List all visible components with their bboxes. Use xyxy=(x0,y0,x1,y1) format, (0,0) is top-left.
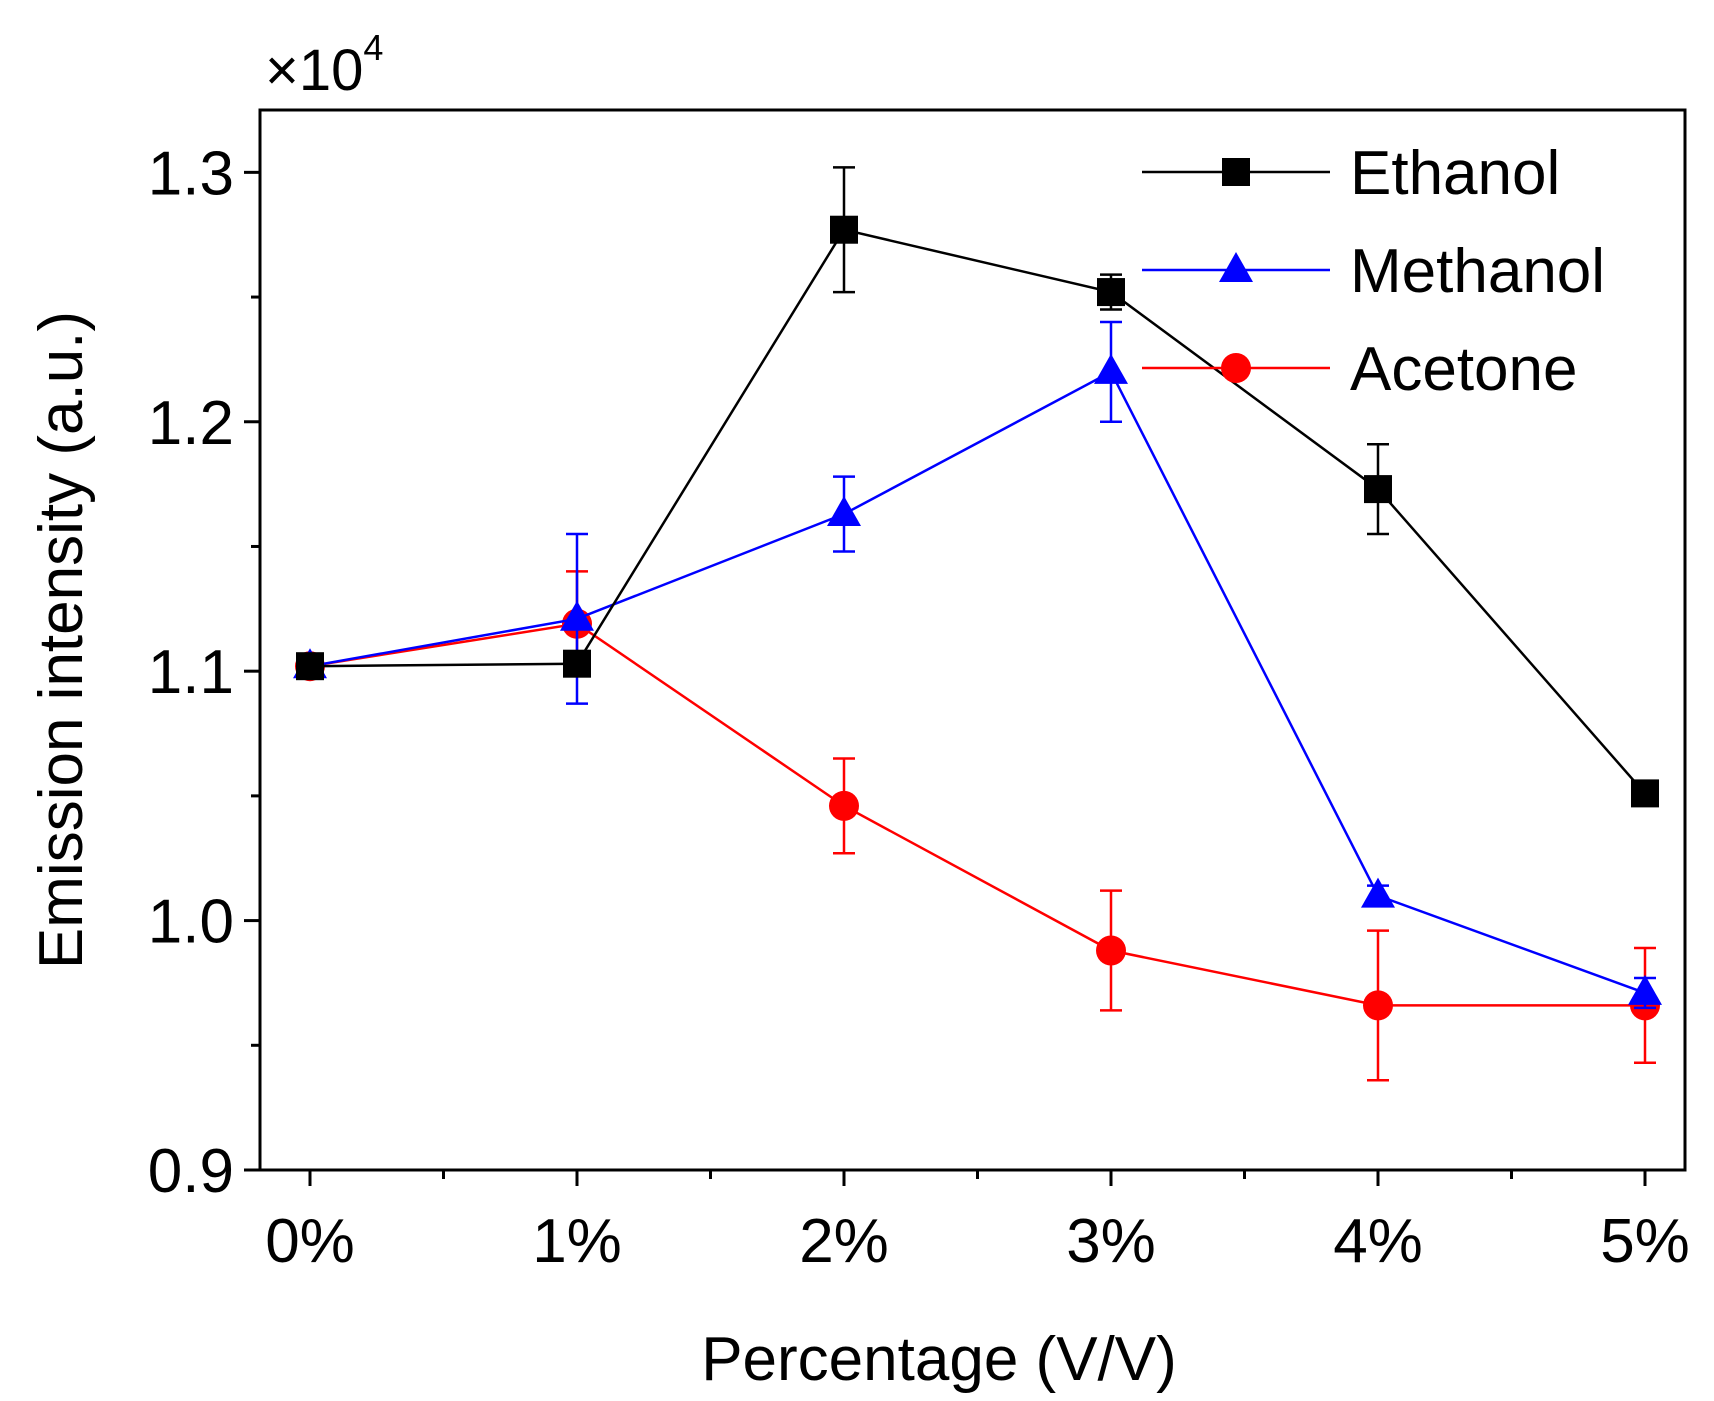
ethanol-point xyxy=(1364,475,1392,504)
x-axis: 0% 1% 2% 3% 4% 5% xyxy=(265,1170,1690,1276)
y-axis: 0.9 1.0 1.1 1.2 1.3 xyxy=(148,139,260,1206)
x-tick-label: 0% xyxy=(265,1207,355,1276)
methanol-point xyxy=(1628,974,1662,1005)
x-tick-label: 5% xyxy=(1600,1207,1690,1276)
plot-frame xyxy=(258,108,1687,1172)
legend-item-ethanol: Ethanol xyxy=(1142,139,1560,208)
methanol-point xyxy=(560,600,594,631)
legend-label: Methanol xyxy=(1350,237,1605,306)
methanol-point xyxy=(1094,353,1128,384)
legend-marker xyxy=(1222,158,1250,186)
series-layer xyxy=(293,166,1662,1082)
y-tick-label: 1.0 xyxy=(148,888,234,957)
legend-item-methanol: Methanol xyxy=(1142,237,1605,306)
y-tick-label: 1.3 xyxy=(148,139,234,208)
legend: Ethanol Methanol Acetone xyxy=(1142,139,1605,404)
y-tick-label: 1.2 xyxy=(148,389,234,458)
ethanol-line xyxy=(309,228,1646,795)
ethanol-point xyxy=(296,652,324,681)
legend-item-acetone: Acetone xyxy=(1142,335,1578,404)
methanol-point xyxy=(1361,877,1395,908)
legend-marker xyxy=(1221,353,1251,383)
y-tick-label: 1.1 xyxy=(148,638,234,707)
legend-marker xyxy=(1219,252,1253,282)
y-multiplier: ×104 xyxy=(265,27,383,103)
acetone-line xyxy=(309,622,1645,1007)
x-tick-label: 2% xyxy=(799,1207,889,1276)
x-axis-title: Percentage (V/V) xyxy=(701,1325,1177,1394)
acetone-point xyxy=(829,790,859,821)
x-tick-label: 3% xyxy=(1066,1207,1156,1276)
ethanol-point xyxy=(563,649,591,678)
ethanol-point xyxy=(1097,278,1125,307)
series-ethanol xyxy=(296,166,1659,808)
acetone-point xyxy=(1363,990,1393,1021)
y-multiplier-base: ×10 xyxy=(265,38,363,103)
y-axis-title: Emission intensity (a.u.) xyxy=(27,311,96,969)
methanol-line xyxy=(309,370,1646,995)
legend-label: Ethanol xyxy=(1350,139,1560,208)
x-tick-label: 1% xyxy=(532,1207,622,1276)
y-tick-label: 0.9 xyxy=(148,1137,234,1206)
acetone-point xyxy=(1096,935,1126,966)
legend-label: Acetone xyxy=(1350,335,1578,404)
x-tick-label: 4% xyxy=(1333,1207,1423,1276)
ethanol-point xyxy=(830,215,858,244)
series-acetone xyxy=(295,570,1660,1082)
methanol-point xyxy=(827,496,861,527)
ethanol-point xyxy=(1631,779,1659,808)
y-multiplier-exponent: 4 xyxy=(363,27,383,68)
